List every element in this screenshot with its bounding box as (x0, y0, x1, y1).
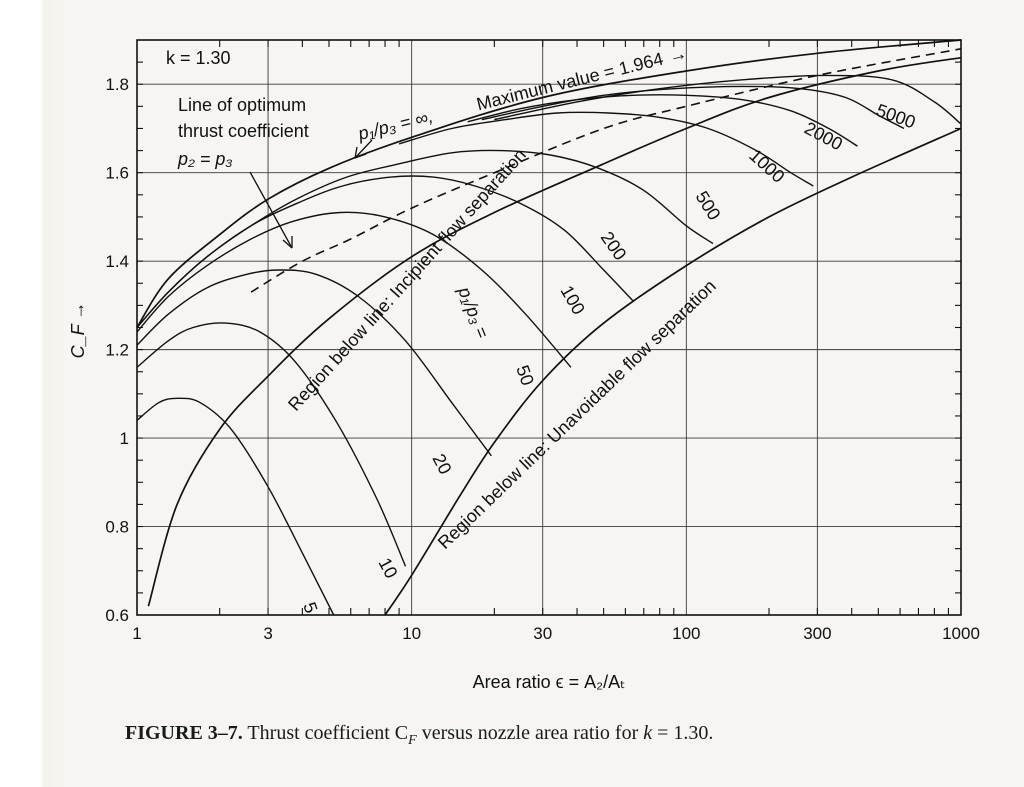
curve-p1-p3 (136, 39, 962, 328)
curve-label-5000: 5000 (874, 100, 918, 132)
plot-frame (136, 39, 962, 616)
optimum-label-line1: Line of optimum (178, 95, 306, 115)
x-tick-label-5: 300 (803, 624, 831, 643)
caption-rest: versus nozzle area ratio for (416, 722, 644, 744)
curve-line-of-optimum-thrust-coefficient-p2-p3 (250, 48, 962, 293)
curve-label-50: 50 (512, 363, 538, 389)
curve-label-100: 100 (557, 282, 589, 318)
y-tick-label-3: 1.2 (105, 341, 129, 360)
max-value-annotation: p₁/p₃ = ∞, Maximum value = 1.964 → (355, 43, 689, 144)
curves (136, 39, 962, 616)
k-annotation: k = 1.30 (166, 48, 231, 68)
curve-20 (136, 269, 492, 457)
optimum-label-line3: p₂ = p₃ (177, 149, 233, 169)
x-tick-label-2: 10 (402, 624, 421, 643)
curve-5 (136, 397, 335, 616)
pinf-leader (354, 139, 373, 159)
x-tick-label-4: 100 (672, 624, 700, 643)
x-tick-label-6: 1000 (942, 624, 980, 643)
max-value-arrow: → (667, 43, 689, 67)
curve-incipient-flow-separation (147, 56, 962, 607)
y-axis-label: C_F → (68, 302, 88, 359)
x-tick-label-1: 3 (263, 624, 272, 643)
y-tick-label-2: 1 (120, 429, 129, 448)
optimum-leader-arrow (249, 171, 293, 249)
figure-caption: FIGURE 3–7. Thrust coefficient CF versus… (125, 722, 1015, 749)
x-tick-label-0: 1 (132, 624, 141, 643)
curve-label-1000: 1000 (745, 145, 788, 187)
y-tick-label-5: 1.6 (105, 164, 129, 183)
curve-label-200: 200 (597, 228, 631, 264)
curve-200 (136, 149, 714, 328)
y-tick-label-6: 1.8 (105, 75, 129, 94)
max-value-label: Maximum value = 1.964 (475, 49, 666, 115)
x-tick-label-3: 30 (533, 624, 552, 643)
caption-k: k (643, 722, 653, 744)
curve-1000 (467, 94, 858, 147)
curve-label-20: 20 (428, 450, 455, 477)
curve-unavoidable-flow-separation (384, 127, 962, 616)
curve-label-500: 500 (692, 188, 725, 224)
curve-50 (136, 211, 572, 368)
curve-10 (136, 322, 407, 567)
caption-kval: = 1.30. (652, 722, 714, 744)
y-axis-label-text: C_F → (68, 302, 88, 359)
curve-2000 (481, 85, 905, 130)
tick-labels: 1 3 10 30 100 300 1000 0.6 0.8 1 1.2 1.4 1.6 1.8 (105, 75, 980, 643)
thrust-coefficient-chart: 1 3 10 30 100 300 1000 0.6 0.8 1 1.2 1.4 1.6 1.8 Area… (68, 39, 980, 692)
grid (136, 40, 962, 616)
pinf-label: p₁/p₃ = ∞, (355, 106, 435, 144)
y-tick-label-4: 1.4 (105, 252, 129, 271)
caption-figure-number: FIGURE 3–7. (125, 722, 243, 744)
curve-label-10: 10 (374, 554, 401, 581)
caption-text: Thrust coefficient C (242, 722, 409, 744)
y-tick-label-0: 0.6 (105, 606, 129, 625)
x-axis-label: Area ratio ϵ = A₂/Aₜ (473, 672, 626, 692)
optimum-label-line2: thrust coefficient (178, 121, 309, 141)
pressure-ratio-label: p₁/p₃ = (454, 283, 493, 341)
curve-label-2000: 2000 (801, 118, 846, 154)
curve-label-5: 5 (299, 600, 321, 616)
curve-500 (398, 111, 814, 187)
caption-sub: F (408, 733, 417, 748)
pinf-leader-head (354, 146, 367, 159)
curve-5000 (494, 74, 962, 125)
optimum-leader-head (282, 236, 293, 249)
axis-ticks (137, 40, 961, 615)
y-tick-label-1: 0.8 (105, 518, 129, 537)
